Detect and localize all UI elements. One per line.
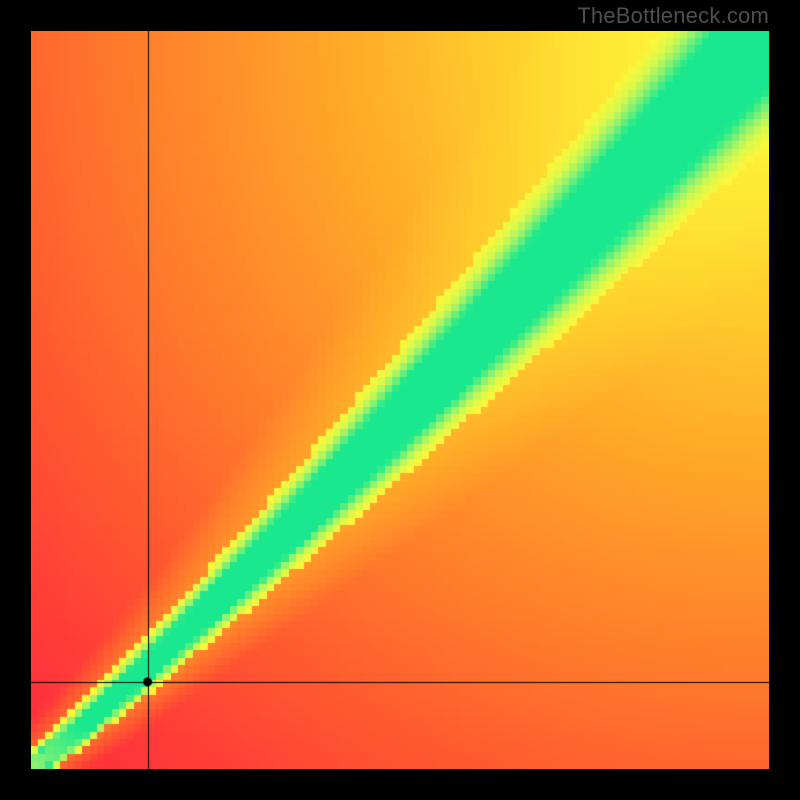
heatmap-canvas [31, 31, 769, 769]
bottleneck-heatmap [31, 31, 769, 769]
watermark-text: TheBottleneck.com [577, 3, 769, 29]
